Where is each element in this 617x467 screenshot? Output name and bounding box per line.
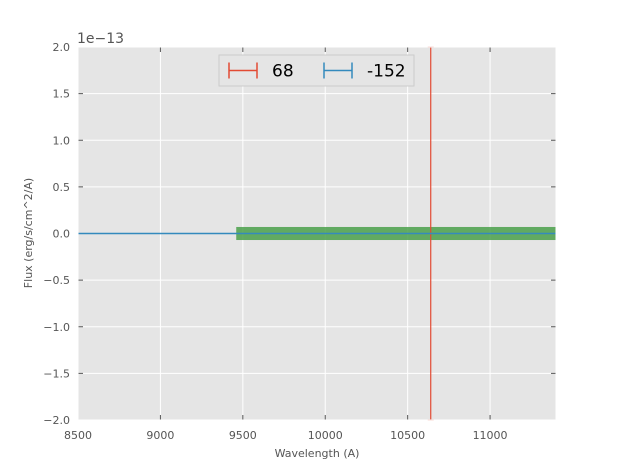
x-tick-label: 10500 (390, 429, 425, 442)
plot-frame (77, 46, 557, 421)
data-marks (77, 46, 557, 421)
x-tick-label: 11000 (473, 429, 508, 442)
legend-box (218, 54, 415, 87)
x-tick-label: 8500 (64, 429, 92, 442)
y-axis-label: Flux (erg/s/cm^2/A) (22, 178, 35, 288)
y-tick-label: 0.5 (53, 181, 71, 194)
legend-label: 68 (272, 62, 294, 82)
y-tick-label: −1.0 (43, 321, 70, 334)
x-tick-label: 9500 (229, 429, 257, 442)
y-tick-label: −2.0 (43, 414, 70, 427)
x-tick-label: 10000 (308, 429, 343, 442)
y-offset-label: 1e−13 (77, 31, 124, 47)
legend-label: -152 (367, 62, 406, 82)
y-tick-label: 0.0 (53, 228, 71, 241)
legend: 68 -152 (218, 54, 415, 87)
y-tick-label: −0.5 (43, 274, 70, 287)
x-axis-label: Wavelength (A) (275, 447, 360, 460)
y-tick-label: −1.5 (43, 367, 70, 380)
y-tick-label: 1.0 (53, 134, 71, 147)
axis-ticks: 8500 9000 9500 10000 10500 11000 −2.0 −1.5 −1.0 −… (43, 41, 556, 442)
y-tick-label: 2.0 (53, 41, 71, 54)
y-tick-label: 1.5 (53, 88, 71, 101)
x-tick-label: 9000 (146, 429, 174, 442)
